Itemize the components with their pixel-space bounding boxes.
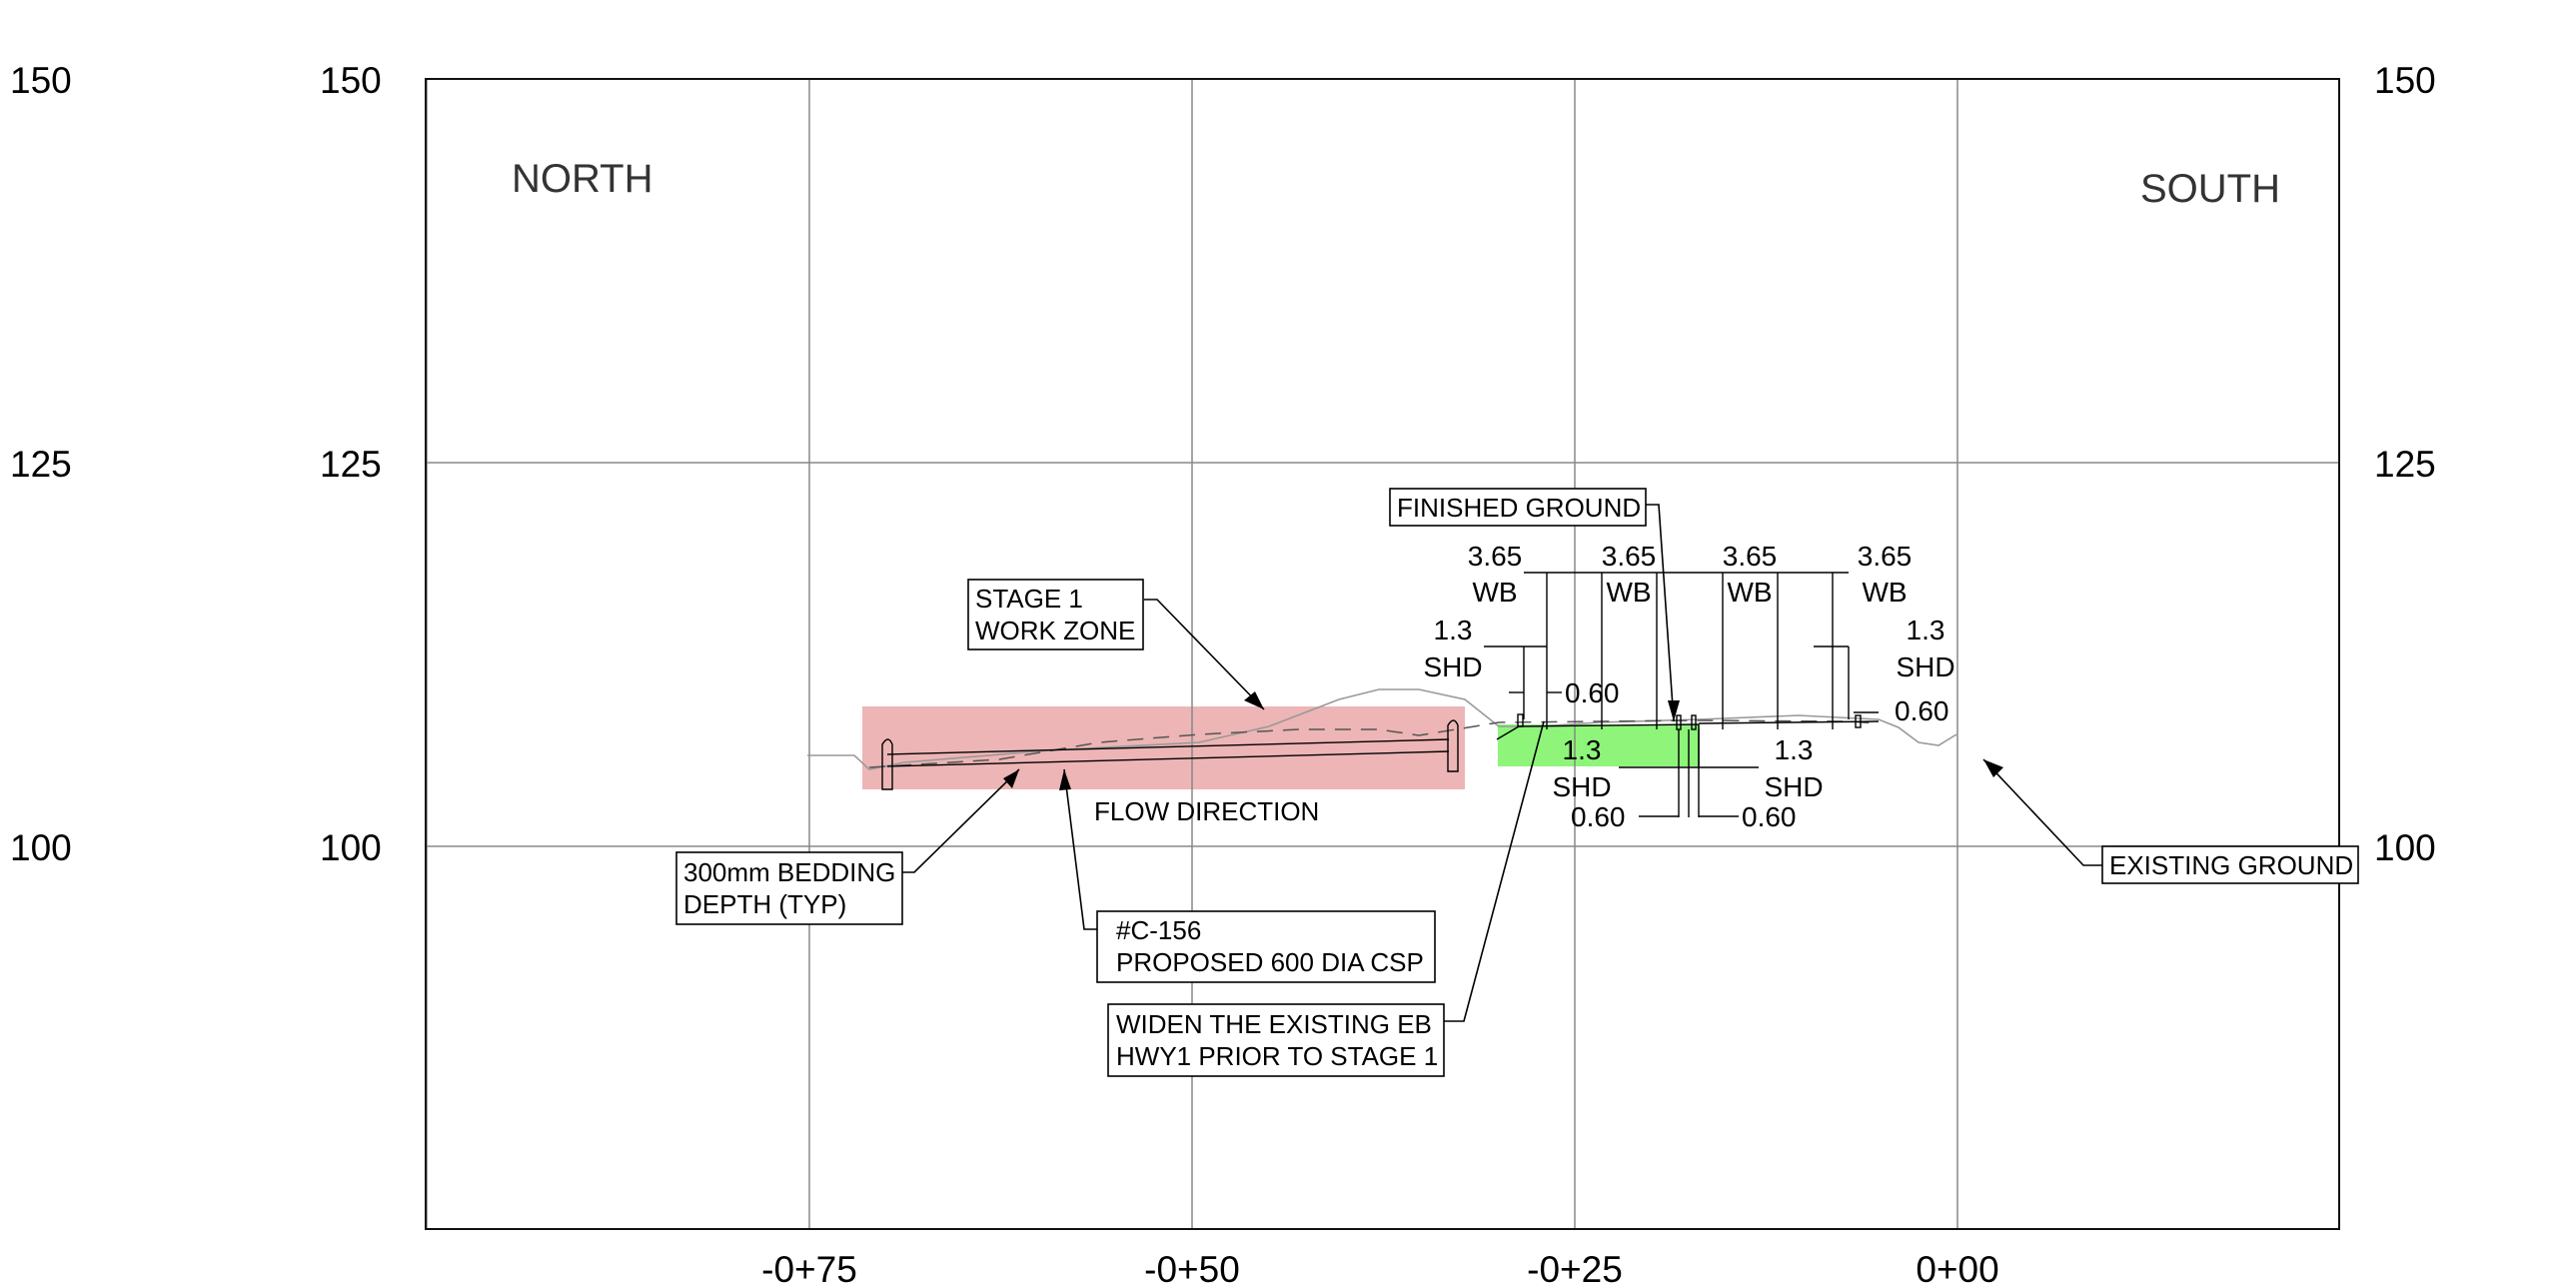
- leader-arrowheads: [1003, 691, 2003, 790]
- leader-lines: [902, 504, 2102, 1022]
- dim-shd-value: 1.3: [1563, 734, 1602, 765]
- bedding-label: 300mm BEDDING DEPTH (TYP): [675, 851, 903, 925]
- bedding-label-line1: 300mm BEDDING: [683, 857, 895, 887]
- dim-wb-value: 3.65: [1468, 541, 1523, 572]
- dim-shd-value: 1.3: [1907, 615, 1945, 645]
- culvert-label: #C-156 PROPOSED 600 DIA CSP: [1096, 910, 1436, 983]
- dim-wb-abbr: WB: [1606, 577, 1651, 608]
- flow-direction-label: FLOW DIRECTION: [1094, 796, 1319, 826]
- elev-label-100: 100: [10, 827, 72, 868]
- elev-label-100: 100: [2374, 827, 2436, 868]
- dimension-lines: [1484, 572, 1879, 817]
- elev-label-125: 125: [10, 444, 72, 485]
- dimension-labels: 3.65 WB 3.65 WB 3.65 WB 3.65 WB 1.3 SHD …: [1423, 541, 1954, 832]
- elevation-labels-inner-left: 150 125 100: [320, 60, 382, 868]
- station-label: -0+50: [1144, 1249, 1240, 1288]
- culvert-label-line2: PROPOSED 600 DIA CSP: [1116, 947, 1424, 977]
- elev-label-150: 150: [320, 60, 382, 101]
- plot-frame: [425, 78, 2340, 1230]
- finished-ground-line: [868, 719, 1880, 768]
- widen-label-line2: HWY1 PRIOR TO STAGE 1: [1116, 1041, 1438, 1071]
- elevation-labels-outer-left: 150 125 100: [10, 60, 72, 868]
- dim-shd-abbr: SHD: [1552, 771, 1611, 802]
- bedding-label-line2: DEPTH (TYP): [683, 889, 846, 919]
- stage1-label: STAGE 1 WORK ZONE: [967, 579, 1144, 650]
- station-label: -0+75: [761, 1249, 857, 1288]
- widen-label-line1: WIDEN THE EXISTING EB: [1116, 1009, 1432, 1039]
- dim-wb-abbr: WB: [1862, 577, 1907, 608]
- finished-ground-label: FINISHED GROUND: [1389, 488, 1647, 527]
- dim-median-value: 0.60: [1565, 677, 1620, 708]
- elev-label-150: 150: [2374, 60, 2436, 101]
- dim-median-value: 0.60: [1742, 801, 1797, 832]
- existing-ground-text: EXISTING GROUND: [2109, 850, 2353, 880]
- widening-zone: [1498, 724, 1700, 766]
- south-label: SOUTH: [2140, 167, 2280, 211]
- culvert-label-line1: #C-156: [1116, 915, 1201, 945]
- stage1-work-zone: [862, 706, 1465, 789]
- dim-wb-abbr: WB: [1727, 577, 1772, 608]
- north-label: NORTH: [512, 157, 652, 201]
- existing-ground-line: [807, 688, 1957, 770]
- dim-shd-abbr: SHD: [1764, 771, 1823, 802]
- finished-ground-text: FINISHED GROUND: [1397, 493, 1641, 523]
- dim-shd-abbr: SHD: [1896, 651, 1954, 682]
- stage1-label-line1: STAGE 1: [975, 584, 1083, 614]
- dim-wb-abbr: WB: [1472, 577, 1517, 608]
- station-labels: -0+75 -0+50 -0+25 0+00: [761, 1249, 1999, 1288]
- dim-shd-abbr: SHD: [1423, 651, 1482, 682]
- stage1-label-line2: WORK ZONE: [975, 616, 1135, 645]
- widen-label: WIDEN THE EXISTING EB HWY1 PRIOR TO STAG…: [1107, 1003, 1445, 1077]
- station-label: -0+25: [1527, 1249, 1623, 1288]
- elev-label-150: 150: [10, 60, 72, 101]
- elev-label-125: 125: [320, 444, 382, 485]
- dim-wb-value: 3.65: [1602, 541, 1657, 572]
- existing-ground-label: EXISTING GROUND: [2101, 845, 2359, 884]
- culvert-pipe: [881, 719, 1459, 790]
- station-label: 0+00: [1916, 1249, 1998, 1288]
- dim-shd-value: 1.3: [1434, 615, 1473, 645]
- dim-median-value: 0.60: [1571, 801, 1626, 832]
- elevation-labels-right: 150 125 100: [2374, 60, 2436, 868]
- dim-shd-value: 1.3: [1775, 734, 1814, 765]
- elev-label-125: 125: [2374, 444, 2436, 485]
- dim-median-value: 0.60: [1895, 695, 1949, 726]
- elev-label-100: 100: [320, 827, 382, 868]
- dim-wb-value: 3.65: [1723, 541, 1778, 572]
- dim-wb-value: 3.65: [1858, 541, 1913, 572]
